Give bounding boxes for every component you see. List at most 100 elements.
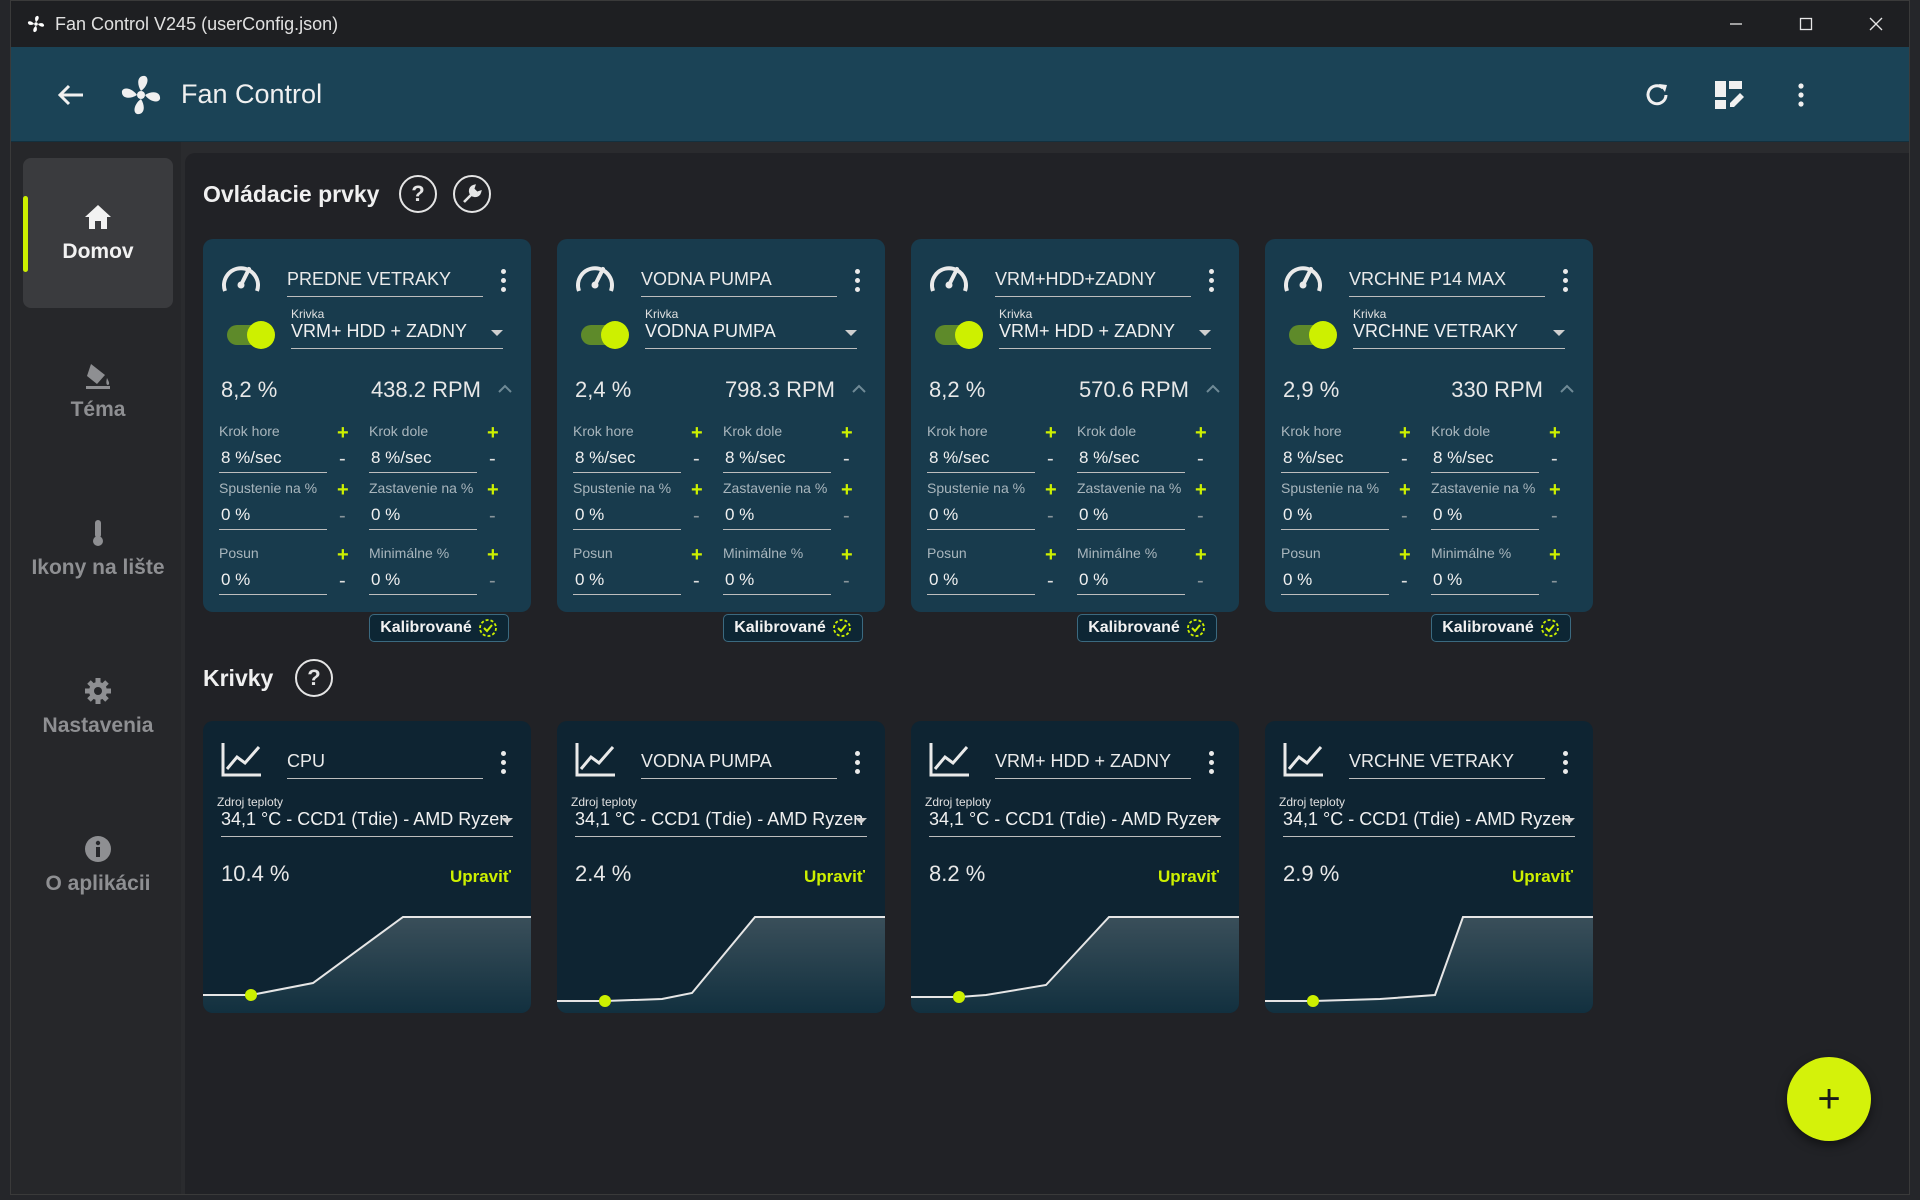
stop-field[interactable]: 0 % [723,502,831,530]
step-down-field[interactable]: 8 %/sec [369,445,477,473]
decrement-button[interactable]: - [843,448,850,470]
stop-field[interactable]: 0 % [1431,502,1539,530]
increment-button[interactable]: + [841,544,853,566]
temp-source-select[interactable]: 34,1 °C - CCD1 (Tdie) - AMD Ryzen [221,809,513,837]
fan-enable-toggle[interactable] [227,321,275,349]
decrement-button[interactable]: - [693,448,700,470]
minimum-field[interactable]: 0 % [723,567,831,595]
sidebar-item-ikony[interactable]: Ikony na lište [23,474,173,624]
edit-curve-button[interactable]: Upraviť [1157,867,1219,886]
card-menu-button[interactable] [1561,269,1569,295]
decrement-button[interactable]: - [1197,570,1204,592]
curve-name-field[interactable]: VRM+ HDD + ZADNY [995,751,1191,779]
increment-button[interactable]: + [1195,544,1207,566]
minimum-field[interactable]: 0 % [1431,567,1539,595]
curve-name-field[interactable]: VODNA PUMPA [641,751,837,779]
decrement-button[interactable]: - [1551,505,1558,527]
increment-button[interactable]: + [1045,422,1057,444]
add-button[interactable]: + [1787,1057,1871,1141]
decrement-button[interactable]: - [1551,448,1558,470]
curve-select[interactable]: VRM+ HDD + ZADNY [999,321,1211,349]
fan-enable-toggle[interactable] [1289,321,1337,349]
card-menu-button[interactable] [853,269,861,295]
start-field[interactable]: 0 % [219,502,327,530]
fan-name-field[interactable]: VRCHNE P14 MAX [1349,269,1545,297]
decrement-button[interactable]: - [1401,570,1408,592]
decrement-button[interactable]: - [693,505,700,527]
increment-button[interactable]: + [691,422,703,444]
step-down-field[interactable]: 8 %/sec [1431,445,1539,473]
decrement-button[interactable]: - [693,570,700,592]
increment-button[interactable]: + [487,422,499,444]
edit-curve-button[interactable]: Upraviť [449,867,511,886]
collapse-chevron-icon[interactable] [497,383,513,393]
increment-button[interactable]: + [1549,422,1561,444]
step-up-field[interactable]: 8 %/sec [927,445,1035,473]
decrement-button[interactable]: - [1401,448,1408,470]
card-menu-button[interactable] [853,751,861,777]
start-field[interactable]: 0 % [927,502,1035,530]
increment-button[interactable]: + [337,479,349,501]
curve-select[interactable]: VODNA PUMPA [645,321,857,349]
increment-button[interactable]: + [691,544,703,566]
step-up-field[interactable]: 8 %/sec [219,445,327,473]
refresh-button[interactable] [1637,75,1677,115]
increment-button[interactable]: + [691,479,703,501]
increment-button[interactable]: + [1045,479,1057,501]
sidebar-item-domov[interactable]: Domov [23,158,173,308]
sidebar-item-tema[interactable]: Téma [23,316,173,466]
temp-source-select[interactable]: 34,1 °C - CCD1 (Tdie) - AMD Ryzen [1283,809,1575,837]
sidebar-item-o-aplikacii[interactable]: O aplikácii [23,790,173,940]
sidebar-item-nastavenia[interactable]: Nastavenia [23,632,173,782]
controls-help-button[interactable]: ? [399,175,437,213]
card-menu-button[interactable] [499,269,507,295]
more-options-button[interactable] [1781,75,1821,115]
offset-field[interactable]: 0 % [1281,567,1389,595]
collapse-chevron-icon[interactable] [1205,383,1221,393]
edit-curve-button[interactable]: Upraviť [1511,867,1573,886]
curve-name-field[interactable]: CPU [287,751,483,779]
increment-button[interactable]: + [1549,479,1561,501]
increment-button[interactable]: + [841,422,853,444]
decrement-button[interactable]: - [843,505,850,527]
minimum-field[interactable]: 0 % [369,567,477,595]
maximize-button[interactable] [1771,1,1841,47]
increment-button[interactable]: + [487,479,499,501]
controls-tools-button[interactable] [453,175,491,213]
increment-button[interactable]: + [337,422,349,444]
decrement-button[interactable]: - [843,570,850,592]
temp-source-select[interactable]: 34,1 °C - CCD1 (Tdie) - AMD Ryzen [929,809,1221,837]
minimize-button[interactable] [1701,1,1771,47]
start-field[interactable]: 0 % [1281,502,1389,530]
decrement-button[interactable]: - [339,448,346,470]
decrement-button[interactable]: - [1401,505,1408,527]
increment-button[interactable]: + [487,544,499,566]
increment-button[interactable]: + [841,479,853,501]
offset-field[interactable]: 0 % [927,567,1035,595]
minimum-field[interactable]: 0 % [1077,567,1185,595]
card-menu-button[interactable] [499,751,507,777]
increment-button[interactable]: + [1399,479,1411,501]
fan-enable-toggle[interactable] [935,321,983,349]
curve-name-field[interactable]: VRCHNE VETRAKY [1349,751,1545,779]
card-menu-button[interactable] [1207,751,1215,777]
back-button[interactable] [51,75,91,115]
increment-button[interactable]: + [1045,544,1057,566]
increment-button[interactable]: + [1399,422,1411,444]
curve-select[interactable]: VRM+ HDD + ZADNY [291,321,503,349]
fan-name-field[interactable]: PREDNE VETRAKY [287,269,483,297]
curve-select[interactable]: VRCHNE VETRAKY [1353,321,1565,349]
fan-enable-toggle[interactable] [581,321,629,349]
step-down-field[interactable]: 8 %/sec [1077,445,1185,473]
card-menu-button[interactable] [1561,751,1569,777]
step-up-field[interactable]: 8 %/sec [1281,445,1389,473]
decrement-button[interactable]: - [1197,505,1204,527]
offset-field[interactable]: 0 % [219,567,327,595]
decrement-button[interactable]: - [339,570,346,592]
decrement-button[interactable]: - [339,505,346,527]
close-button[interactable] [1841,1,1909,47]
offset-field[interactable]: 0 % [573,567,681,595]
card-menu-button[interactable] [1207,269,1215,295]
decrement-button[interactable]: - [1047,448,1054,470]
increment-button[interactable]: + [1549,544,1561,566]
